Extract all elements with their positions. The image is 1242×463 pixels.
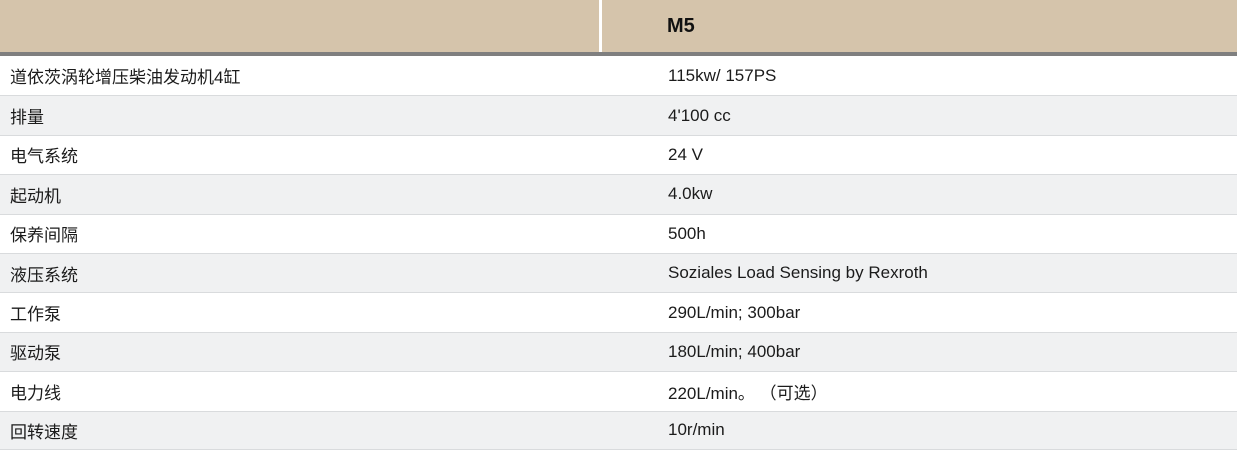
table-row: 液压系统 Soziales Load Sensing by Rexroth — [0, 252, 1237, 293]
spec-value: 220L/min。 （可选） — [668, 383, 828, 403]
spec-label: 回转速度 — [10, 422, 78, 442]
model-title: M5 — [667, 14, 695, 37]
table-row: 排量 4'100 cc — [0, 95, 1237, 135]
table-row: 起动机 4.0kw — [0, 174, 1237, 214]
table-row: 回转速度 10r/min — [0, 410, 1237, 450]
spec-value: 500h — [668, 223, 706, 243]
header-cell-empty — [0, 0, 599, 52]
header-cell-model: M5 — [602, 0, 1237, 52]
spec-label: 保养间隔 — [10, 226, 78, 246]
spec-label: 起动机 — [10, 186, 61, 206]
spec-value: 180L/min; 400bar — [668, 341, 801, 361]
spec-label: 电气系统 — [10, 147, 78, 167]
spec-value: 24 V — [668, 144, 703, 164]
spec-label: 电力线 — [10, 383, 61, 403]
spec-value: 10r/min — [668, 420, 725, 440]
spec-label: 驱动泵 — [10, 344, 61, 364]
header-column-divider — [599, 0, 602, 52]
spec-value: Soziales Load Sensing by Rexroth — [668, 263, 928, 283]
table-row: 工作泵 290L/min; 300bar — [0, 292, 1237, 332]
spec-value: 4.0kw — [668, 184, 713, 204]
spec-value: 4'100 cc — [668, 105, 731, 125]
table-row: 电气系统 24 V — [0, 134, 1237, 175]
table-row: 驱动泵 180L/min; 400bar — [0, 331, 1237, 372]
spec-label: 工作泵 — [10, 305, 61, 325]
spec-value: 290L/min; 300bar — [668, 302, 801, 322]
table-body: 道依茨涡轮增压柴油发动机4缸 115kw/ 157PS 排量 4'100 cc … — [0, 56, 1237, 450]
spec-value: 115kw/ 157PS — [668, 65, 777, 85]
table-row: 保养间隔 500h — [0, 213, 1237, 253]
spec-label: 道依茨涡轮增压柴油发动机4缸 — [10, 68, 241, 88]
spec-label: 液压系统 — [10, 265, 78, 285]
table-row: 电力线 220L/min。 （可选） — [0, 371, 1237, 411]
spec-table: M5 道依茨涡轮增压柴油发动机4缸 115kw/ 157PS 排量 4'100 … — [0, 0, 1237, 450]
spec-label: 排量 — [10, 108, 44, 128]
table-header-row: M5 — [0, 0, 1237, 56]
table-row: 道依茨涡轮增压柴油发动机4缸 115kw/ 157PS — [0, 56, 1237, 96]
